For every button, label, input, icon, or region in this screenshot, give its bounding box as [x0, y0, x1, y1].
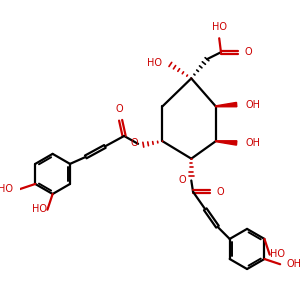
Text: HO: HO [0, 184, 14, 194]
Text: HO: HO [212, 22, 227, 32]
Text: OH: OH [245, 138, 260, 148]
Text: O: O [244, 47, 252, 57]
Text: HO: HO [148, 58, 163, 68]
Text: HO: HO [32, 204, 47, 214]
Text: HO: HO [270, 249, 285, 259]
Polygon shape [216, 102, 237, 107]
Polygon shape [216, 141, 237, 145]
Text: O: O [130, 138, 138, 148]
Text: OH: OH [245, 100, 260, 109]
Text: O: O [217, 187, 224, 197]
Text: O: O [178, 176, 186, 185]
Text: O: O [115, 104, 123, 114]
Text: OH: OH [286, 259, 300, 269]
